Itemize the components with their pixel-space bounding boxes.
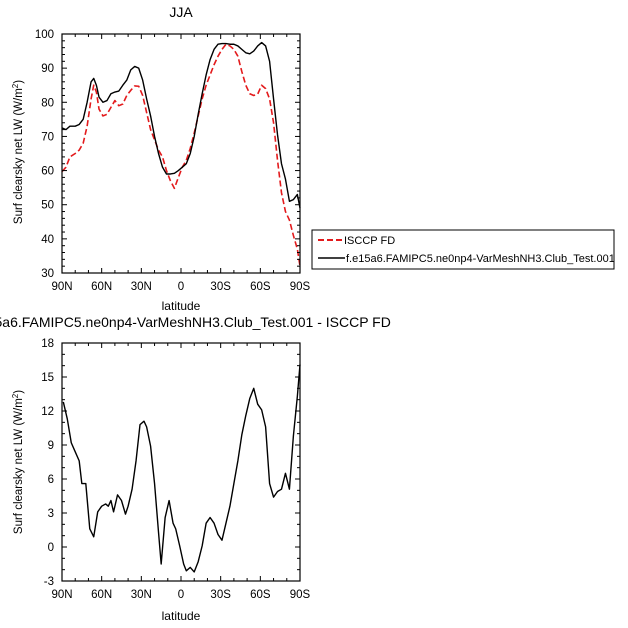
top-y-tick-label: 100 xyxy=(35,29,54,41)
top-x-tick-label: 60S xyxy=(250,281,271,293)
bottom-plot-area: 90N 60N 30N 0 30S 60S 90S -3 0 3 6 9 12 15 18 xyxy=(41,338,310,601)
top-x-tick-label: 0 xyxy=(178,281,184,293)
bottom-x-tick-label: 30S xyxy=(210,589,231,601)
bottom-y-tick-label: 3 xyxy=(48,508,54,520)
top-chart-title: JJA xyxy=(169,4,193,20)
top-y-tick-label: 80 xyxy=(41,97,54,109)
top-x-tick-label: 60N xyxy=(91,281,112,293)
bottom-x-tick-label: 90S xyxy=(290,589,311,601)
bottom-y-tick-label: 9 xyxy=(48,440,54,452)
top-y-tick-label: 40 xyxy=(41,234,54,246)
top-y-tick-label: 50 xyxy=(41,200,54,212)
bottom-x-axis-label: latitude xyxy=(162,609,201,623)
bottom-series-line-0 xyxy=(62,364,301,573)
top-x-axis-label: latitude xyxy=(162,299,201,313)
bottom-panel: f.e15a6.FAMIPC5.ne0np4-VarMeshNH3.Club_T… xyxy=(0,314,391,623)
top-y-axis-label-main: Surf clearsky net LW (W/m xyxy=(13,88,25,224)
bottom-x-tick-label: 60S xyxy=(250,589,271,601)
bottom-x-tick-label: 30N xyxy=(131,589,152,601)
top-x-tick-label: 30N xyxy=(131,281,152,293)
top-plot-frame xyxy=(61,33,301,274)
bottom-y-tick-label: 18 xyxy=(41,338,54,350)
bottom-y-tick-label: 6 xyxy=(48,474,54,486)
top-y-axis-label-sup: 2 xyxy=(11,83,20,88)
bottom-y-tick-label: 12 xyxy=(41,406,54,418)
top-plot-area: 90N 60N 30N 0 30S 60S 90S 30 40 50 60 70 80 90 100 xyxy=(35,29,311,293)
bottom-x-tick-label: 0 xyxy=(178,589,184,601)
top-series-line-0 xyxy=(61,43,301,267)
legend: ISCCP FD f.e15a6.FAMIPC5.ne0np4-VarMeshN… xyxy=(311,229,615,270)
bottom-x-tick-label: 60N xyxy=(91,589,112,601)
top-y-axis-label-end: ) xyxy=(13,80,25,84)
legend-box xyxy=(311,229,615,270)
bottom-chart-title: f.e15a6.FAMIPC5.ne0np4-VarMeshNH3.Club_T… xyxy=(0,314,391,330)
bottom-x-tick-label: 90N xyxy=(51,589,72,601)
legend-isccp-label: ISCCP FD xyxy=(344,235,395,247)
top-panel: JJA 90N 60N 30N 0 30S 60S 90S 30 40 50 60 70 80 90 100… xyxy=(11,4,615,313)
top-x-tick-label: 90N xyxy=(51,281,72,293)
top-y-tick-label: 60 xyxy=(41,166,54,178)
bottom-y-axis-label-end: ) xyxy=(13,390,25,394)
top-y-tick-label: 30 xyxy=(41,268,54,280)
top-y-tick-label: 90 xyxy=(41,63,54,75)
top-x-tick-label: 90S xyxy=(290,281,311,293)
legend-model-label: f.e15a6.FAMIPC5.ne0np4-VarMeshNH3.Club_T… xyxy=(346,253,615,265)
top-y-axis-label: Surf clearsky net LW (W/m2) xyxy=(11,80,26,224)
bottom-y-tick-label: 0 xyxy=(48,542,54,554)
bottom-y-tick-label: 15 xyxy=(41,372,54,384)
bottom-plot-frame xyxy=(61,342,301,582)
bottom-y-axis-label-main: Surf clearsky net LW (W/m xyxy=(13,398,25,534)
bottom-y-axis-label-sup: 2 xyxy=(11,393,20,398)
top-x-tick-label: 30S xyxy=(210,281,231,293)
top-y-tick-label: 70 xyxy=(41,131,54,143)
bottom-y-tick-label: -3 xyxy=(44,576,54,588)
bottom-y-axis-label: Surf clearsky net LW (W/m2) xyxy=(11,390,26,534)
top-series-line-1 xyxy=(61,41,301,209)
